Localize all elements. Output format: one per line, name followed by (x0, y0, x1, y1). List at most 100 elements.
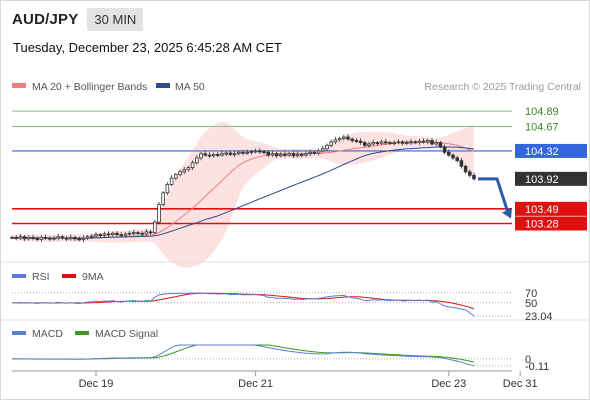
candle-body (77, 238, 82, 241)
candle-body (106, 233, 111, 236)
candle-body (31, 237, 35, 239)
candle-body (421, 140, 426, 143)
timestamp: Tuesday, December 23, 2025 6:45:28 AM CE… (13, 40, 282, 55)
candle-body (215, 154, 220, 156)
candle-body (123, 233, 128, 236)
candle-body (199, 153, 203, 159)
candle-body (73, 237, 77, 240)
candle-body (400, 141, 405, 144)
rsi-ma-legend-label: 9MA (82, 271, 104, 283)
candle-body (161, 192, 166, 206)
macd-tick-label-0: 0 (525, 354, 531, 366)
forecast-arrow-head (502, 207, 512, 219)
level-label-box-4 (515, 201, 587, 216)
ma20-legend-label: MA 20 + Bollinger Bands (32, 81, 147, 93)
level-label-5: 103.28 (525, 218, 559, 230)
candle-body (312, 151, 317, 154)
macd-legend-label: MACD (32, 328, 63, 340)
candle-body (291, 153, 296, 157)
candle-body (425, 140, 430, 143)
candle-body (329, 141, 333, 146)
ma50-legend-swatch (156, 83, 170, 88)
candle-body (98, 234, 103, 237)
x-axis-ticks: Dec 19 Dec 21 Dec 23 Dec 31 (79, 371, 538, 390)
candle-body (22, 236, 27, 240)
candle-body (371, 142, 375, 145)
rsi-line (11, 292, 475, 317)
level-label-3: 103.92 (525, 174, 559, 186)
ma50-legend-label: MA 50 (175, 81, 205, 93)
candle-body (144, 231, 149, 235)
rsi-legend-label: RSI (32, 271, 50, 283)
candle-body (467, 171, 472, 176)
level-label-box-2 (515, 143, 587, 158)
candle-body (446, 151, 451, 156)
macd-panel: 0-0.11 (12, 344, 549, 373)
candle-body (232, 153, 237, 156)
candle-body (367, 143, 371, 146)
candle-body (60, 236, 65, 239)
candle-body (337, 137, 342, 141)
candle-body (287, 153, 291, 156)
candle-body (362, 142, 367, 146)
candle-body (111, 232, 115, 236)
macd-current-label: -0.11 (525, 361, 549, 373)
bollinger-band (12, 122, 474, 268)
candle-body (295, 154, 300, 157)
level-label-0: 104.89 (525, 106, 559, 118)
candle-body (169, 177, 174, 185)
candle-body (136, 232, 140, 234)
candle-body (157, 204, 161, 223)
candle-body (119, 234, 124, 237)
macd-signal-legend-label: MACD Signal (95, 328, 158, 340)
candle-body (190, 162, 195, 169)
candle-body (43, 237, 48, 239)
candle-body (165, 184, 170, 194)
candle-body (333, 139, 338, 143)
credit-text: Research © 2025 Trading Central (424, 81, 581, 93)
candle-body (346, 136, 350, 140)
level-label-box-5 (515, 216, 587, 231)
candle-body (194, 157, 199, 164)
candle-body (253, 150, 258, 153)
candle-body (90, 235, 94, 238)
candle-body (341, 136, 346, 139)
symbol-label: AUD/JPY (12, 10, 79, 28)
candle-body (173, 174, 178, 179)
candle-body (152, 221, 157, 233)
level-label-1: 104.67 (525, 122, 559, 134)
ma20-legend-swatch (12, 83, 26, 88)
candle-body (350, 138, 354, 141)
candle-body (459, 160, 464, 167)
candle-body (26, 237, 31, 240)
timeframe-button[interactable]: 30 MIN (87, 7, 144, 31)
candle-body (388, 142, 392, 144)
candle-body (10, 237, 14, 239)
level-label-2: 104.32 (525, 146, 559, 158)
candle-body (299, 154, 304, 156)
macd-signal-legend-swatch (75, 331, 89, 335)
candle-body (451, 154, 455, 159)
candle-body (358, 140, 363, 143)
candle-body (102, 233, 107, 236)
candle-body (438, 142, 443, 148)
candle-body (94, 234, 98, 237)
candle-body (375, 142, 380, 144)
candle-body (409, 141, 413, 144)
candle-body (379, 141, 384, 144)
rsi-legend-swatch (12, 274, 26, 278)
x-tick-label-2: Dec 23 (431, 378, 466, 390)
candle-body (186, 167, 191, 171)
candle-body (274, 153, 279, 157)
candle-body (69, 237, 73, 240)
candle-body (442, 146, 447, 153)
candle-body (463, 165, 468, 173)
candle-body (413, 141, 417, 144)
candle-body (308, 151, 312, 155)
candle-body (354, 140, 359, 142)
candle-body (14, 237, 19, 239)
candle-body (430, 140, 434, 145)
rsi-ma-legend-swatch (62, 274, 76, 278)
